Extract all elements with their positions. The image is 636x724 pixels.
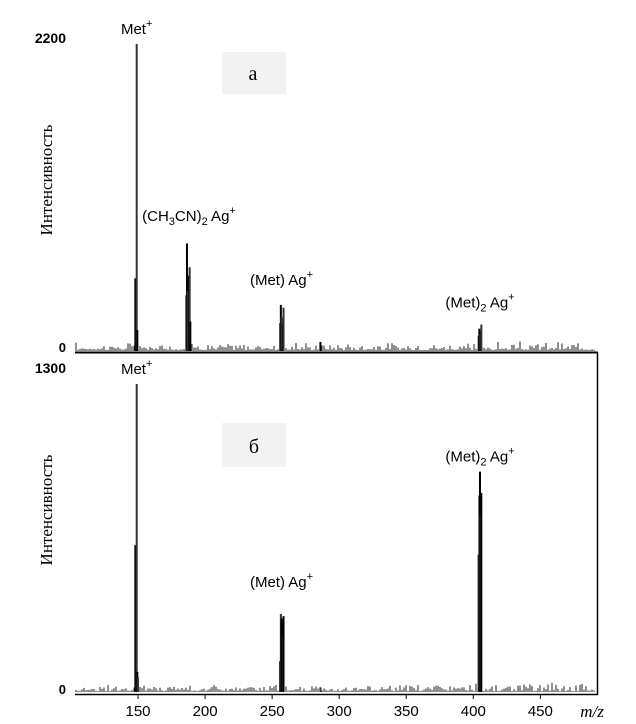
x-tick-label: 350 [394,703,419,720]
panel-b-x-ticks: 150 200 250 300 350 400 450 [126,694,553,720]
x-tick-label: 300 [327,703,352,720]
panel-b: б 1300 0 Интенсивность Met+ (Met) Ag+ (Met… [35,358,604,721]
panel-b-y-tick-top: 1300 [35,360,66,376]
panel-a-peak-label-4: (Met)2 Ag+ [445,292,514,315]
panel-b-label: б [249,436,259,458]
x-tick-label: 450 [528,703,553,720]
panel-a-peak-label-2: (CH3CN)2 Ag+ [142,205,236,228]
panel-b-y-tick-zero: 0 [59,682,66,697]
panel-a-baseline-noise [75,341,595,351]
panel-b-y-axis-label: Интенсивность [37,454,56,565]
panel-a: а 2200 0 Интенсивность Met+ (CH3CN)2 Ag+ (… [35,18,595,355]
panel-b-peak-labels: Met+ (Met) Ag+ (Met)2 Ag+ [121,358,515,591]
panel-a-y-axis-label: Интенсивность [37,124,56,235]
panel-a-label-box [222,52,286,94]
panel-b-peak-label-1: Met+ [121,358,152,378]
panel-a-y-tick-top: 2200 [35,30,66,46]
panel-b-label-box [222,423,286,467]
panel-b-baseline-noise [75,682,595,692]
panel-b-peaks [134,384,483,692]
panel-a-y-tick-zero: 0 [59,340,66,355]
panel-a-peak-label-1: Met+ [121,18,152,38]
panel-b-peak-label-2: (Met) Ag+ [250,571,313,591]
panel-a-label: а [249,63,258,85]
x-axis-label: m/z [580,702,604,721]
panel-b-peak-label-3: (Met)2 Ag+ [445,446,514,469]
x-tick-label: 200 [193,703,218,720]
x-tick-label: 150 [126,703,151,720]
panel-a-peak-label-3: (Met) Ag+ [250,269,313,289]
x-tick-label: 250 [260,703,285,720]
panel-a-peaks [134,44,483,351]
x-tick-label: 400 [461,703,486,720]
panel-a-peak-labels: Met+ (CH3CN)2 Ag+ (Met) Ag+ (Met)2 Ag+ [121,18,515,315]
